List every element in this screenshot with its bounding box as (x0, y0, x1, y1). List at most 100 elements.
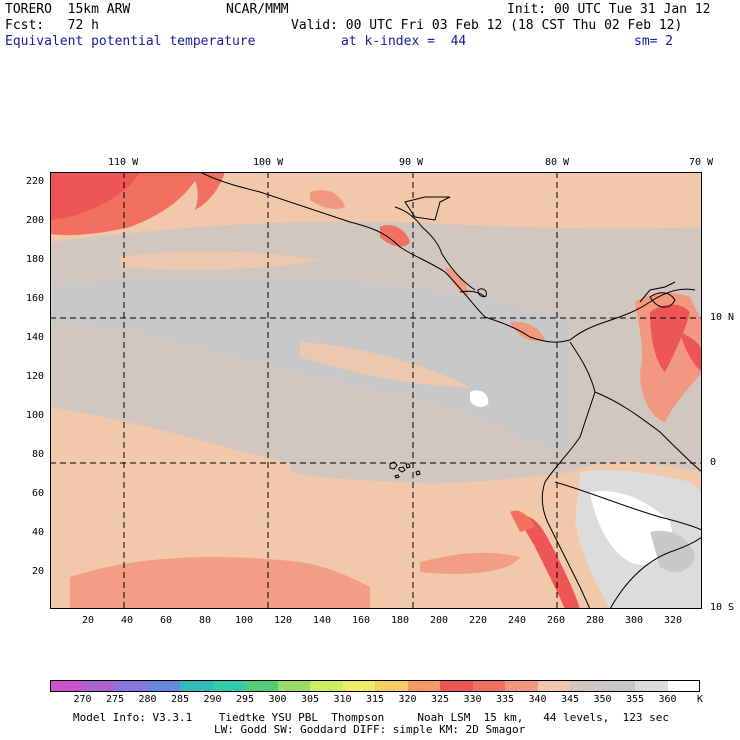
island (398, 466, 406, 473)
shading-350k-core (50, 276, 570, 452)
model-info-line2: LW: Godd SW: Goddard DIFF: simple KM: 2D… (214, 723, 526, 736)
y-tick-label: 100 (26, 410, 45, 421)
caribbean-coastline (394, 206, 476, 291)
x-tick-label: 200 (430, 615, 449, 626)
map-svg (50, 172, 702, 609)
colorbar-cell (342, 680, 376, 692)
colorbar-label: 340 (528, 694, 547, 705)
colorbar-frame (50, 680, 700, 692)
lake-outline (477, 288, 487, 298)
galapagos-islands (389, 461, 421, 479)
x-tick-label: 320 (664, 615, 683, 626)
colorbar-label: 280 (138, 694, 157, 705)
colorbar-cell (245, 680, 278, 692)
colorbar-label: 315 (365, 694, 385, 705)
shading-345k-equator (290, 457, 530, 484)
colorbar-label: 290 (203, 694, 222, 705)
x-tick-label: 220 (469, 615, 488, 626)
colorbar-cell (505, 680, 538, 692)
pacific-coastline (199, 172, 696, 343)
x-tick-label: 160 (352, 615, 371, 626)
shading-325k-peru (520, 516, 580, 609)
shading-350k-west (60, 290, 280, 312)
x-tick-label: 20 (82, 615, 95, 626)
model-title: TORERO 15km ARW (5, 2, 131, 17)
x-tick-label: 300 (625, 615, 644, 626)
lake-maracaibo (649, 292, 676, 308)
shading-335k-south (70, 557, 370, 609)
y-tick-label: 200 (26, 215, 45, 226)
model-info-line1: Model Info: V3.3.1 Tiedtke YSU PBL Thomp… (73, 711, 670, 724)
lon-label-70w: 70 W (689, 157, 714, 168)
island (394, 474, 400, 479)
lat-label-0: 0 (710, 457, 717, 468)
colorbar-cell (212, 680, 246, 692)
colorbar-cell (180, 680, 213, 692)
colorbar-cell (147, 680, 181, 692)
colorbar-label: 325 (430, 694, 450, 705)
x-tick-label: 140 (313, 615, 332, 626)
colorbar-label: 295 (235, 694, 255, 705)
lat-lon-grid (50, 172, 702, 609)
valid-time: Valid: 00 UTC Fri 03 Feb 12 (18 CST Thu … (291, 18, 683, 33)
x-tick-label: 240 (508, 615, 527, 626)
level-label: at k-index = 44 (341, 34, 467, 49)
x-tick-label: 260 (547, 615, 566, 626)
lake-nicaragua (459, 290, 486, 298)
lat-label-10s: 10 S (710, 602, 735, 613)
shading-340k-patch (300, 342, 470, 387)
shading-325k-venezuela (680, 332, 702, 372)
colorbar-cell (277, 680, 311, 692)
colorbar-label: 345 (560, 694, 580, 705)
colorbar-cell (667, 680, 701, 692)
colorbar-label: 285 (170, 694, 190, 705)
ecuador-border (594, 391, 702, 473)
forecast-hour: Fcst: 72 h (5, 18, 99, 33)
colorbar-cell (50, 680, 83, 692)
colorbar-cell (407, 680, 441, 692)
x-tick-label: 100 (235, 615, 254, 626)
theta-e-map (50, 172, 702, 609)
x-tick-label: 80 (199, 615, 212, 626)
shading-335k-nicaragua (445, 267, 469, 297)
shading-340k-patch (120, 251, 320, 270)
field-name: Equivalent potential temperature (5, 34, 256, 49)
colorbar-label: 360 (658, 694, 677, 705)
y-tick-label: 160 (26, 293, 45, 304)
colorbar-label: 275 (105, 694, 125, 705)
peru-border (554, 481, 702, 531)
y-tick-label: 60 (32, 488, 45, 499)
lat-label-10n: 10 N (710, 312, 735, 323)
colorbar-unit: K (697, 694, 704, 705)
x-tick-label: 60 (160, 615, 173, 626)
colombia-border (639, 281, 676, 303)
colorbar-cell (440, 680, 473, 692)
yucatan-outline (404, 196, 451, 221)
coastlines (199, 172, 702, 609)
shading-330k-nw2 (190, 172, 225, 210)
lon-label-100w: 100 W (253, 157, 284, 168)
y-tick-label: 120 (26, 371, 45, 382)
x-tick-label: 40 (121, 615, 134, 626)
x-tick-label: 180 (391, 615, 410, 626)
x-tick-label: 120 (274, 615, 293, 626)
colorbar-cell (570, 680, 603, 692)
y-tick-label: 40 (32, 527, 45, 538)
colorbar-label: 320 (398, 694, 417, 705)
shading-335k-mexico (310, 190, 345, 210)
colorbar-label: 330 (463, 694, 482, 705)
shading-330k-guatemala (380, 225, 410, 247)
colorbar-label: 355 (625, 694, 645, 705)
y-tick-label: 220 (26, 176, 45, 187)
map-frame (50, 172, 702, 609)
colorbar-cell (310, 680, 343, 692)
lon-label-90w: 90 W (399, 157, 424, 168)
bolivia-border (609, 536, 702, 609)
colorbar-label: 270 (73, 694, 92, 705)
colorbar-cell (82, 680, 116, 692)
shading-360k-amazon (590, 491, 672, 565)
lon-label-80w: 80 W (545, 157, 570, 168)
init-time: Init: 00 UTC Tue 31 Jan 12 (507, 2, 711, 17)
colorbar-label: 310 (333, 694, 352, 705)
center-label: NCAR/MMM (226, 2, 289, 17)
